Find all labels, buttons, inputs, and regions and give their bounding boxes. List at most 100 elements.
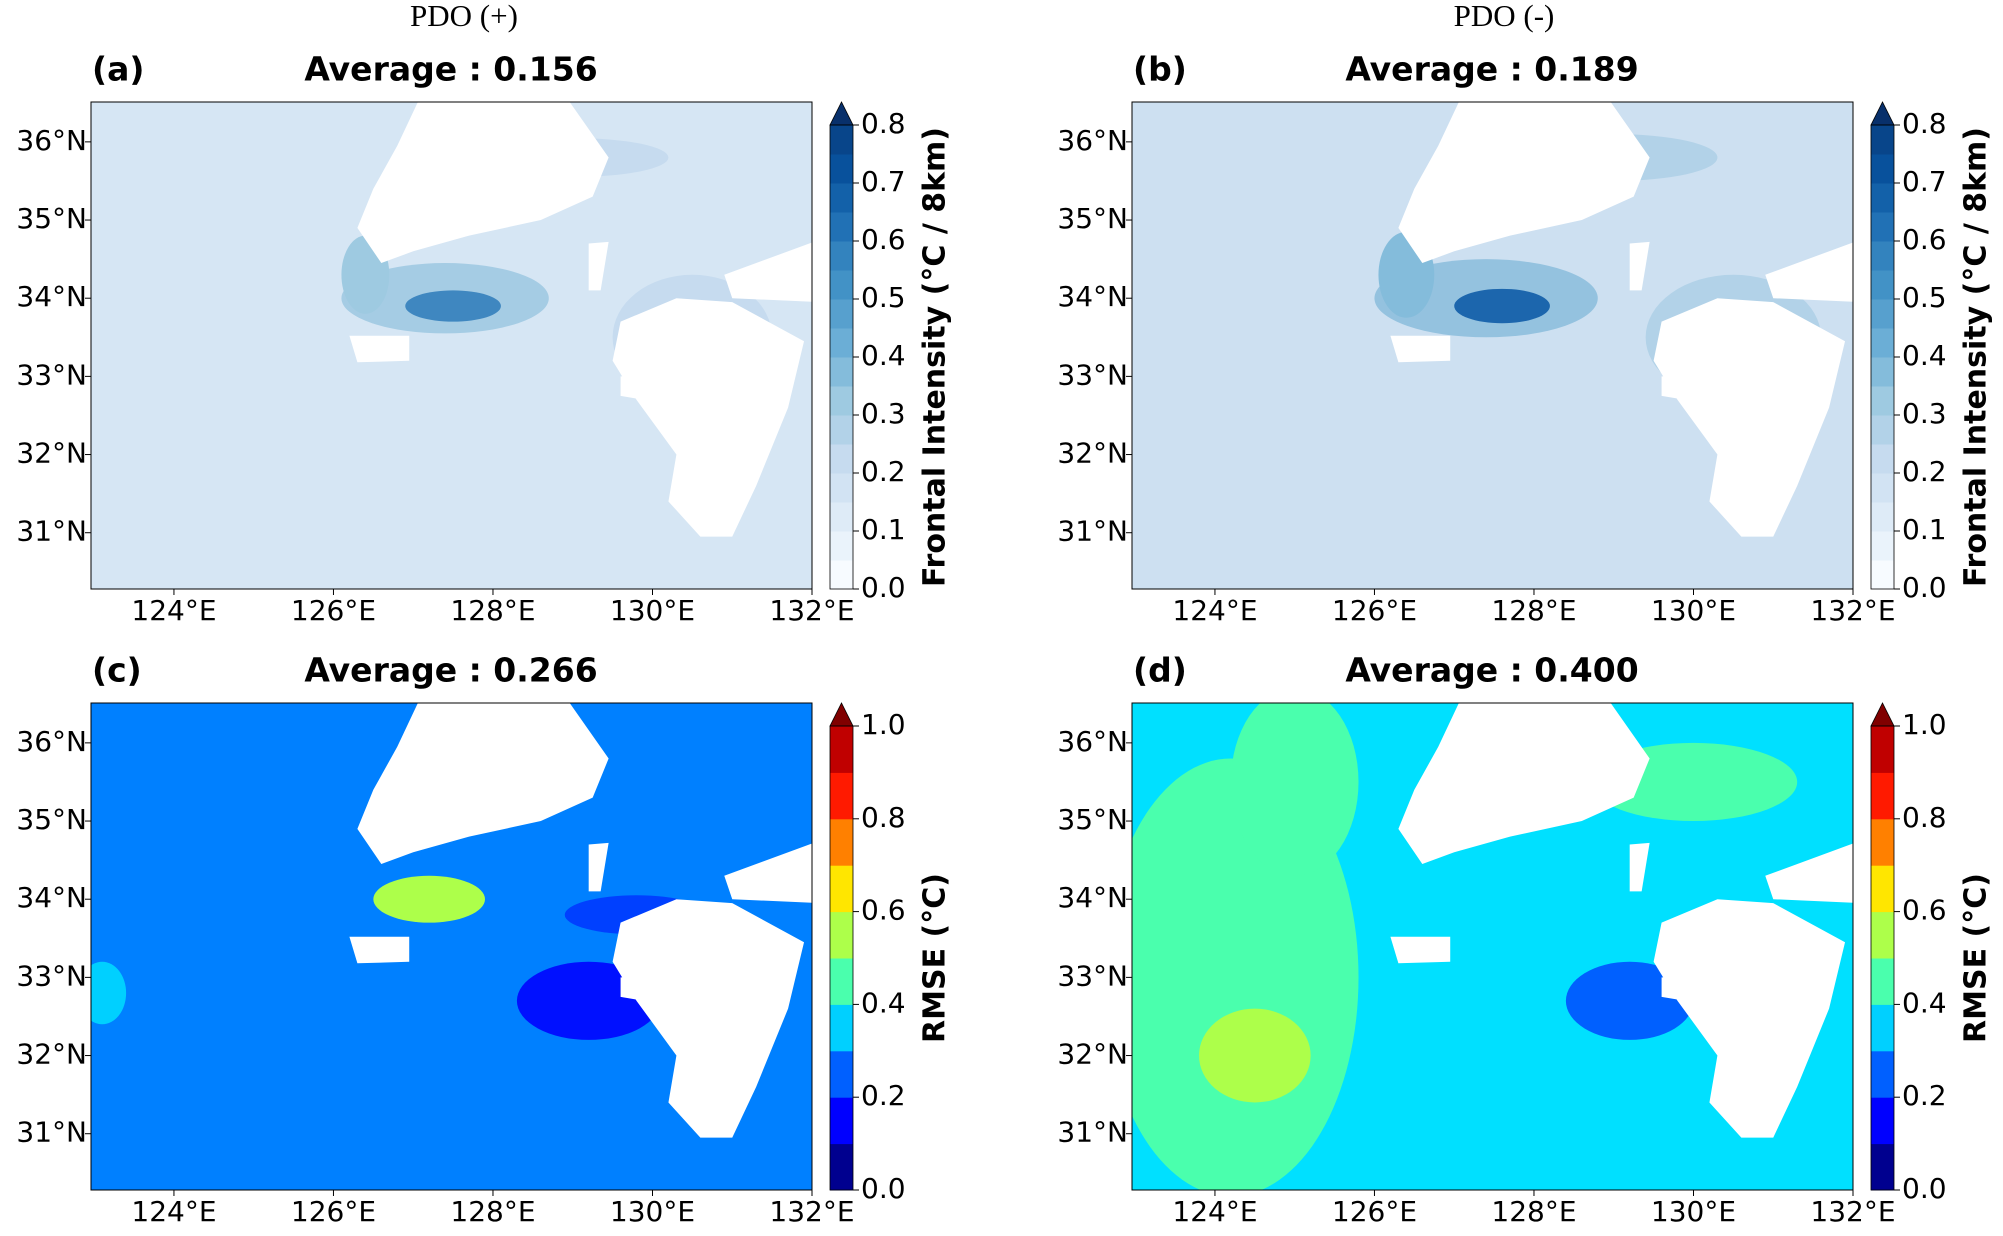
colorbar-extend — [1870, 101, 1895, 126]
land — [1390, 936, 1451, 964]
panel-label: (a) — [92, 50, 144, 89]
x-tick-label: 132°E — [1810, 594, 1895, 627]
field-region — [91, 961, 127, 1025]
colorbar-segment — [1871, 270, 1894, 300]
land — [349, 335, 410, 363]
y-tick-label: 35°N — [16, 202, 87, 235]
colorbar-segment — [830, 473, 853, 503]
land — [1661, 376, 1690, 400]
y-tick-label: 34°N — [1057, 881, 1128, 914]
x-tick-label: 124°E — [131, 1195, 216, 1228]
colorbar-tick-label: 0.6 — [1902, 894, 1947, 927]
colorbar-tick-label: 0.3 — [1902, 397, 1947, 430]
colorbar-segment — [830, 818, 853, 866]
colorbar-label: Frontal Intensity (°C / 8km) — [1959, 127, 1994, 587]
plot-frame — [1131, 101, 1854, 590]
colorbar-tick-label: 0.8 — [861, 107, 906, 140]
colorbar-segment — [1871, 183, 1894, 213]
colorbar-segment — [830, 958, 853, 1005]
colorbar-segment — [1871, 818, 1894, 866]
y-tick-label: 31°N — [16, 1116, 87, 1149]
y-tick-label: 35°N — [1057, 202, 1128, 235]
colorbar-segment — [1871, 911, 1894, 959]
land — [1629, 241, 1650, 291]
colorbar-tick-label: 0.4 — [1902, 339, 1947, 372]
colorbar-label: RMSE (°C) — [918, 873, 953, 1043]
x-tick-label: 126°E — [1332, 1195, 1417, 1228]
colorbar-segment — [830, 1097, 853, 1145]
colorbar-tick-label: 0.2 — [861, 455, 906, 488]
plot-frame — [1131, 702, 1854, 1191]
x-tick-label: 128°E — [450, 594, 535, 627]
colorbar-segment — [830, 386, 853, 416]
colorbar-tick-label: 0.0 — [1902, 571, 1947, 604]
y-tick-label: 36°N — [16, 124, 87, 157]
land — [357, 703, 609, 865]
land — [1398, 102, 1650, 264]
field-region — [373, 875, 485, 923]
colorbar-segment — [830, 357, 853, 387]
x-tick-label: 126°E — [291, 594, 376, 627]
colorbar-tick-label: 0.8 — [1902, 107, 1947, 140]
colorbar-segment — [1871, 444, 1894, 474]
colorbar-tick-label: 0.4 — [1902, 986, 1947, 1019]
x-tick-label: 132°E — [769, 1195, 854, 1228]
colorbar-segment — [1871, 125, 1894, 155]
panel-label: (b) — [1133, 50, 1187, 89]
column-title: PDO (+) — [410, 0, 518, 33]
colorbar-segment — [1871, 241, 1894, 271]
map — [91, 703, 812, 1190]
field-region — [405, 290, 501, 322]
y-tick-label: 32°N — [16, 437, 87, 470]
y-tick-label: 32°N — [1057, 1038, 1128, 1071]
colorbar-tick-label: 0.4 — [861, 339, 906, 372]
land — [620, 977, 649, 1001]
y-tick-label: 33°N — [1057, 358, 1128, 391]
y-tick-label: 31°N — [1057, 1116, 1128, 1149]
x-tick-label: 130°E — [1651, 594, 1736, 627]
colorbar-segment — [1871, 473, 1894, 503]
map — [1132, 703, 1853, 1190]
land — [1765, 242, 1853, 302]
colorbar-segment — [1871, 357, 1894, 387]
colorbar-tick-label: 0.8 — [861, 801, 906, 834]
colorbar-segment — [1871, 502, 1894, 532]
colorbar-segment — [830, 502, 853, 532]
land — [349, 936, 410, 964]
x-tick-label: 128°E — [1491, 1195, 1576, 1228]
colorbar-segment — [1871, 726, 1894, 773]
y-tick-label: 36°N — [16, 725, 87, 758]
colorbar-segment — [830, 865, 853, 913]
colorbar-extend — [1870, 702, 1895, 727]
colorbar-segment — [830, 328, 853, 358]
colorbar-tick-label: 0.1 — [1902, 513, 1947, 546]
colorbar-tick-label: 0.5 — [1902, 281, 1947, 314]
colorbar-tick-label: 0.3 — [861, 397, 906, 430]
y-tick-label: 35°N — [16, 803, 87, 836]
colorbar-segment — [830, 154, 853, 184]
colorbar-tick-label: 0.4 — [861, 986, 906, 1019]
x-tick-label: 124°E — [1172, 594, 1257, 627]
colorbar-tick-label: 0.0 — [861, 571, 906, 604]
plot-frame — [90, 702, 813, 1191]
colorbar-segment — [1871, 531, 1894, 561]
colorbar-extend — [829, 101, 854, 126]
x-tick-label: 130°E — [610, 594, 695, 627]
y-tick-label: 35°N — [1057, 803, 1128, 836]
colorbar-frame — [1870, 725, 1895, 1191]
x-tick-label: 128°E — [450, 1195, 535, 1228]
land — [1653, 899, 1846, 1138]
field-region — [1454, 288, 1550, 324]
y-tick-label: 31°N — [16, 515, 87, 548]
colorbar-segment — [830, 560, 853, 590]
colorbar-segment — [830, 183, 853, 213]
colorbar-segment — [830, 270, 853, 300]
land — [1390, 335, 1451, 363]
colorbar-segment — [830, 444, 853, 474]
x-tick-label: 128°E — [1491, 594, 1576, 627]
field-region — [1565, 961, 1694, 1040]
colorbar-tick-label: 0.6 — [1902, 223, 1947, 256]
colorbar-segment — [830, 241, 853, 271]
x-tick-label: 130°E — [610, 1195, 695, 1228]
